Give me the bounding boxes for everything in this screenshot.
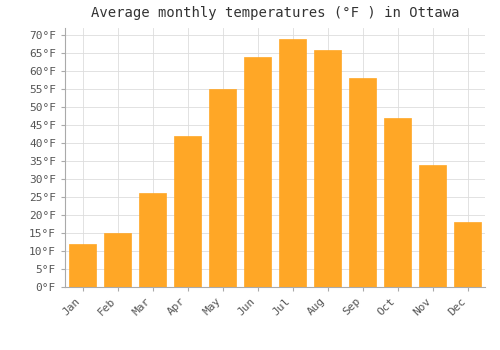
Bar xyxy=(140,194,166,287)
Bar xyxy=(454,222,480,287)
Bar xyxy=(70,244,96,287)
Bar xyxy=(244,57,270,287)
Bar xyxy=(350,78,376,287)
Bar xyxy=(314,50,340,287)
Bar xyxy=(104,233,130,287)
Bar xyxy=(420,165,446,287)
Title: Average monthly temperatures (°F ) in Ottawa: Average monthly temperatures (°F ) in Ot… xyxy=(91,6,459,20)
Bar xyxy=(384,118,410,287)
Bar xyxy=(210,89,236,287)
Bar xyxy=(280,39,305,287)
Bar xyxy=(174,136,201,287)
